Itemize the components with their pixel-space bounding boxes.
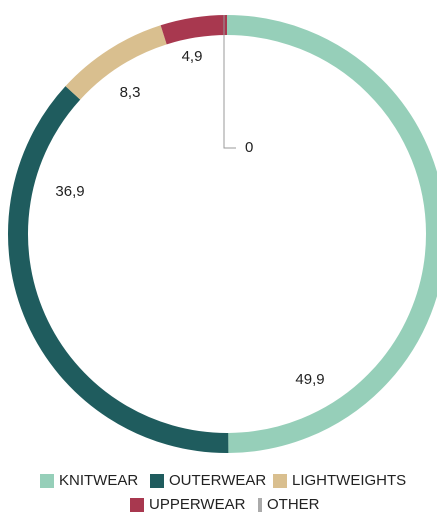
legend-swatch [273, 474, 287, 488]
legend-label: LIGHTWEIGHTS [292, 472, 406, 489]
data-label: 4,9 [182, 48, 203, 65]
legend-label: OUTERWEAR [169, 472, 266, 489]
donut-segment [8, 86, 229, 453]
legend: KNITWEAR OUTERWEAR LIGHTWEIGHTS UPPERWEAR OT… [40, 472, 406, 513]
donut-segment [226, 15, 437, 453]
ring [8, 15, 437, 453]
legend-swatch [130, 498, 144, 512]
legend-label: OTHER [267, 496, 320, 513]
legend-swatch [150, 474, 164, 488]
legend-label: KNITWEAR [59, 472, 138, 489]
data-labels: 49,9 36,9 8,3 4,9 0 [55, 48, 324, 388]
data-label: 49,9 [295, 371, 324, 388]
data-label: 0 [245, 139, 253, 156]
data-label: 36,9 [55, 183, 84, 200]
donut-segment [65, 25, 167, 100]
legend-swatch [258, 498, 262, 512]
data-label: 8,3 [120, 84, 141, 101]
donut-segment [160, 15, 228, 45]
leader-line [223, 15, 236, 149]
legend-swatch [40, 474, 54, 488]
legend-label: UPPERWEAR [149, 496, 246, 513]
